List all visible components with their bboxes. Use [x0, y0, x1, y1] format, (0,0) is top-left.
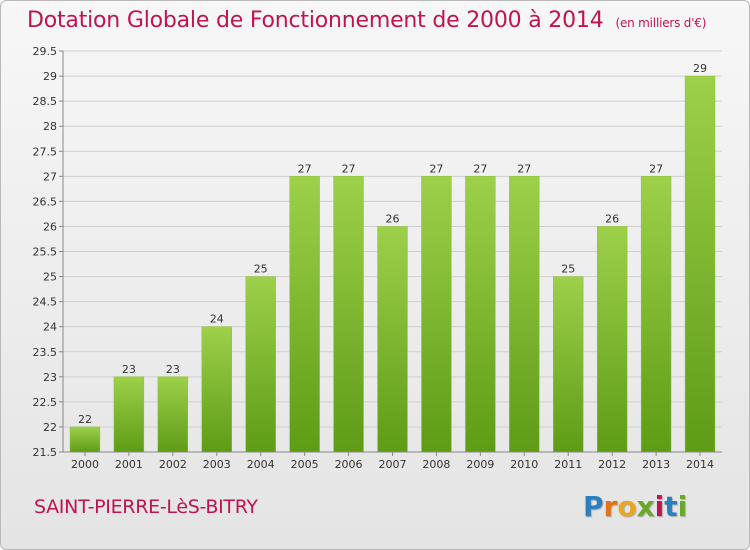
data-label: 27: [342, 162, 356, 175]
y-tick-label: 25.5: [33, 246, 58, 259]
x-tick-label: 2001: [115, 458, 143, 471]
x-tick-label: 2003: [203, 458, 231, 471]
logo-letter: P: [583, 490, 604, 523]
bar-2012: [596, 226, 628, 453]
x-tick-label: 2012: [598, 458, 626, 471]
bar-2013: [640, 176, 672, 453]
x-tick-label: 2013: [642, 458, 670, 471]
y-axis: 21.5 22 22.5 23 23.5 24 24.5 25 25.5 26 26.5 27 27.5…: [33, 45, 64, 459]
x-tick-label: 2007: [379, 458, 407, 471]
data-label: 25: [254, 263, 268, 276]
logo-letter: o: [617, 490, 637, 523]
y-tick-label: 28: [43, 120, 57, 133]
bars: 22 23 23 24 25 27 27 26 27 27 27 25 26 27 29: [69, 62, 716, 453]
bar-2003: [201, 326, 232, 453]
bar-2006: [333, 176, 364, 453]
bar-2008: [421, 176, 452, 453]
data-label: 27: [298, 162, 312, 175]
bar-2007: [377, 226, 408, 453]
bar-2002: [157, 376, 189, 453]
data-label: 23: [166, 363, 180, 376]
y-tick-label: 28.5: [33, 95, 58, 108]
logo-letter: i: [654, 490, 665, 523]
logo-letter: r: [603, 490, 618, 523]
data-label: 22: [78, 413, 92, 426]
town-name: SAINT-PIERRE-LèS-BITRY: [34, 496, 258, 518]
proxiti-logo: Proxiti: [583, 490, 687, 523]
y-tick-label: 21.5: [33, 446, 58, 459]
data-label: 24: [210, 313, 224, 326]
x-tick-label: 2009: [466, 458, 494, 471]
x-tick-label: 2008: [422, 458, 450, 471]
data-label: 26: [386, 212, 400, 225]
x-tick-label: 2011: [554, 458, 582, 471]
x-tick-label: 2014: [686, 458, 714, 471]
x-axis: 2000 2001 2002 2003 2004 2005 2006 2007 2008 2009…: [63, 451, 722, 471]
x-tick-label: 2000: [71, 458, 99, 471]
chart-title-text: Dotation Globale de Fonctionnement de 20…: [27, 8, 604, 33]
y-tick-label: 25: [43, 271, 57, 284]
y-tick-label: 24: [43, 321, 57, 334]
bar-2014: [684, 75, 716, 453]
bar-2004: [245, 276, 276, 453]
x-tick-label: 2010: [510, 458, 538, 471]
x-tick-label: 2004: [247, 458, 275, 471]
x-tick-label: 2006: [335, 458, 363, 471]
data-label: 27: [429, 162, 443, 175]
y-tick-label: 29.5: [33, 45, 58, 58]
data-label: 26: [605, 212, 619, 225]
chart-subtitle: (en milliers d'€): [615, 16, 707, 30]
bar-2010: [509, 176, 540, 453]
logo-letter: x: [636, 490, 655, 523]
bar-2011: [553, 276, 584, 453]
y-tick-label: 27.5: [33, 145, 58, 158]
y-tick-label: 26.5: [33, 195, 58, 208]
data-label: 29: [693, 62, 707, 75]
bar-2009: [465, 176, 496, 453]
logo-letter: i: [677, 490, 688, 523]
logo-letter: t: [664, 490, 678, 523]
data-label: 25: [561, 263, 575, 276]
bar-2005: [289, 176, 320, 453]
data-label: 27: [517, 162, 531, 175]
y-tick-label: 29: [43, 70, 57, 83]
bar-2001: [113, 376, 145, 453]
data-label: 27: [473, 162, 487, 175]
y-tick-label: 26: [43, 220, 57, 233]
bar-2000: [69, 426, 101, 453]
y-tick-label: 24.5: [33, 296, 58, 309]
y-tick-label: 23.5: [33, 346, 58, 359]
chart-title: Dotation Globale de Fonctionnement de 20…: [27, 8, 706, 33]
y-tick-label: 22: [43, 421, 57, 434]
y-tick-label: 22.5: [33, 396, 58, 409]
y-tick-label: 23: [43, 371, 57, 384]
data-label: 23: [122, 363, 136, 376]
x-tick-label: 2002: [159, 458, 187, 471]
y-tick-label: 27: [43, 170, 57, 183]
data-label: 27: [649, 162, 663, 175]
x-tick-label: 2005: [291, 458, 319, 471]
